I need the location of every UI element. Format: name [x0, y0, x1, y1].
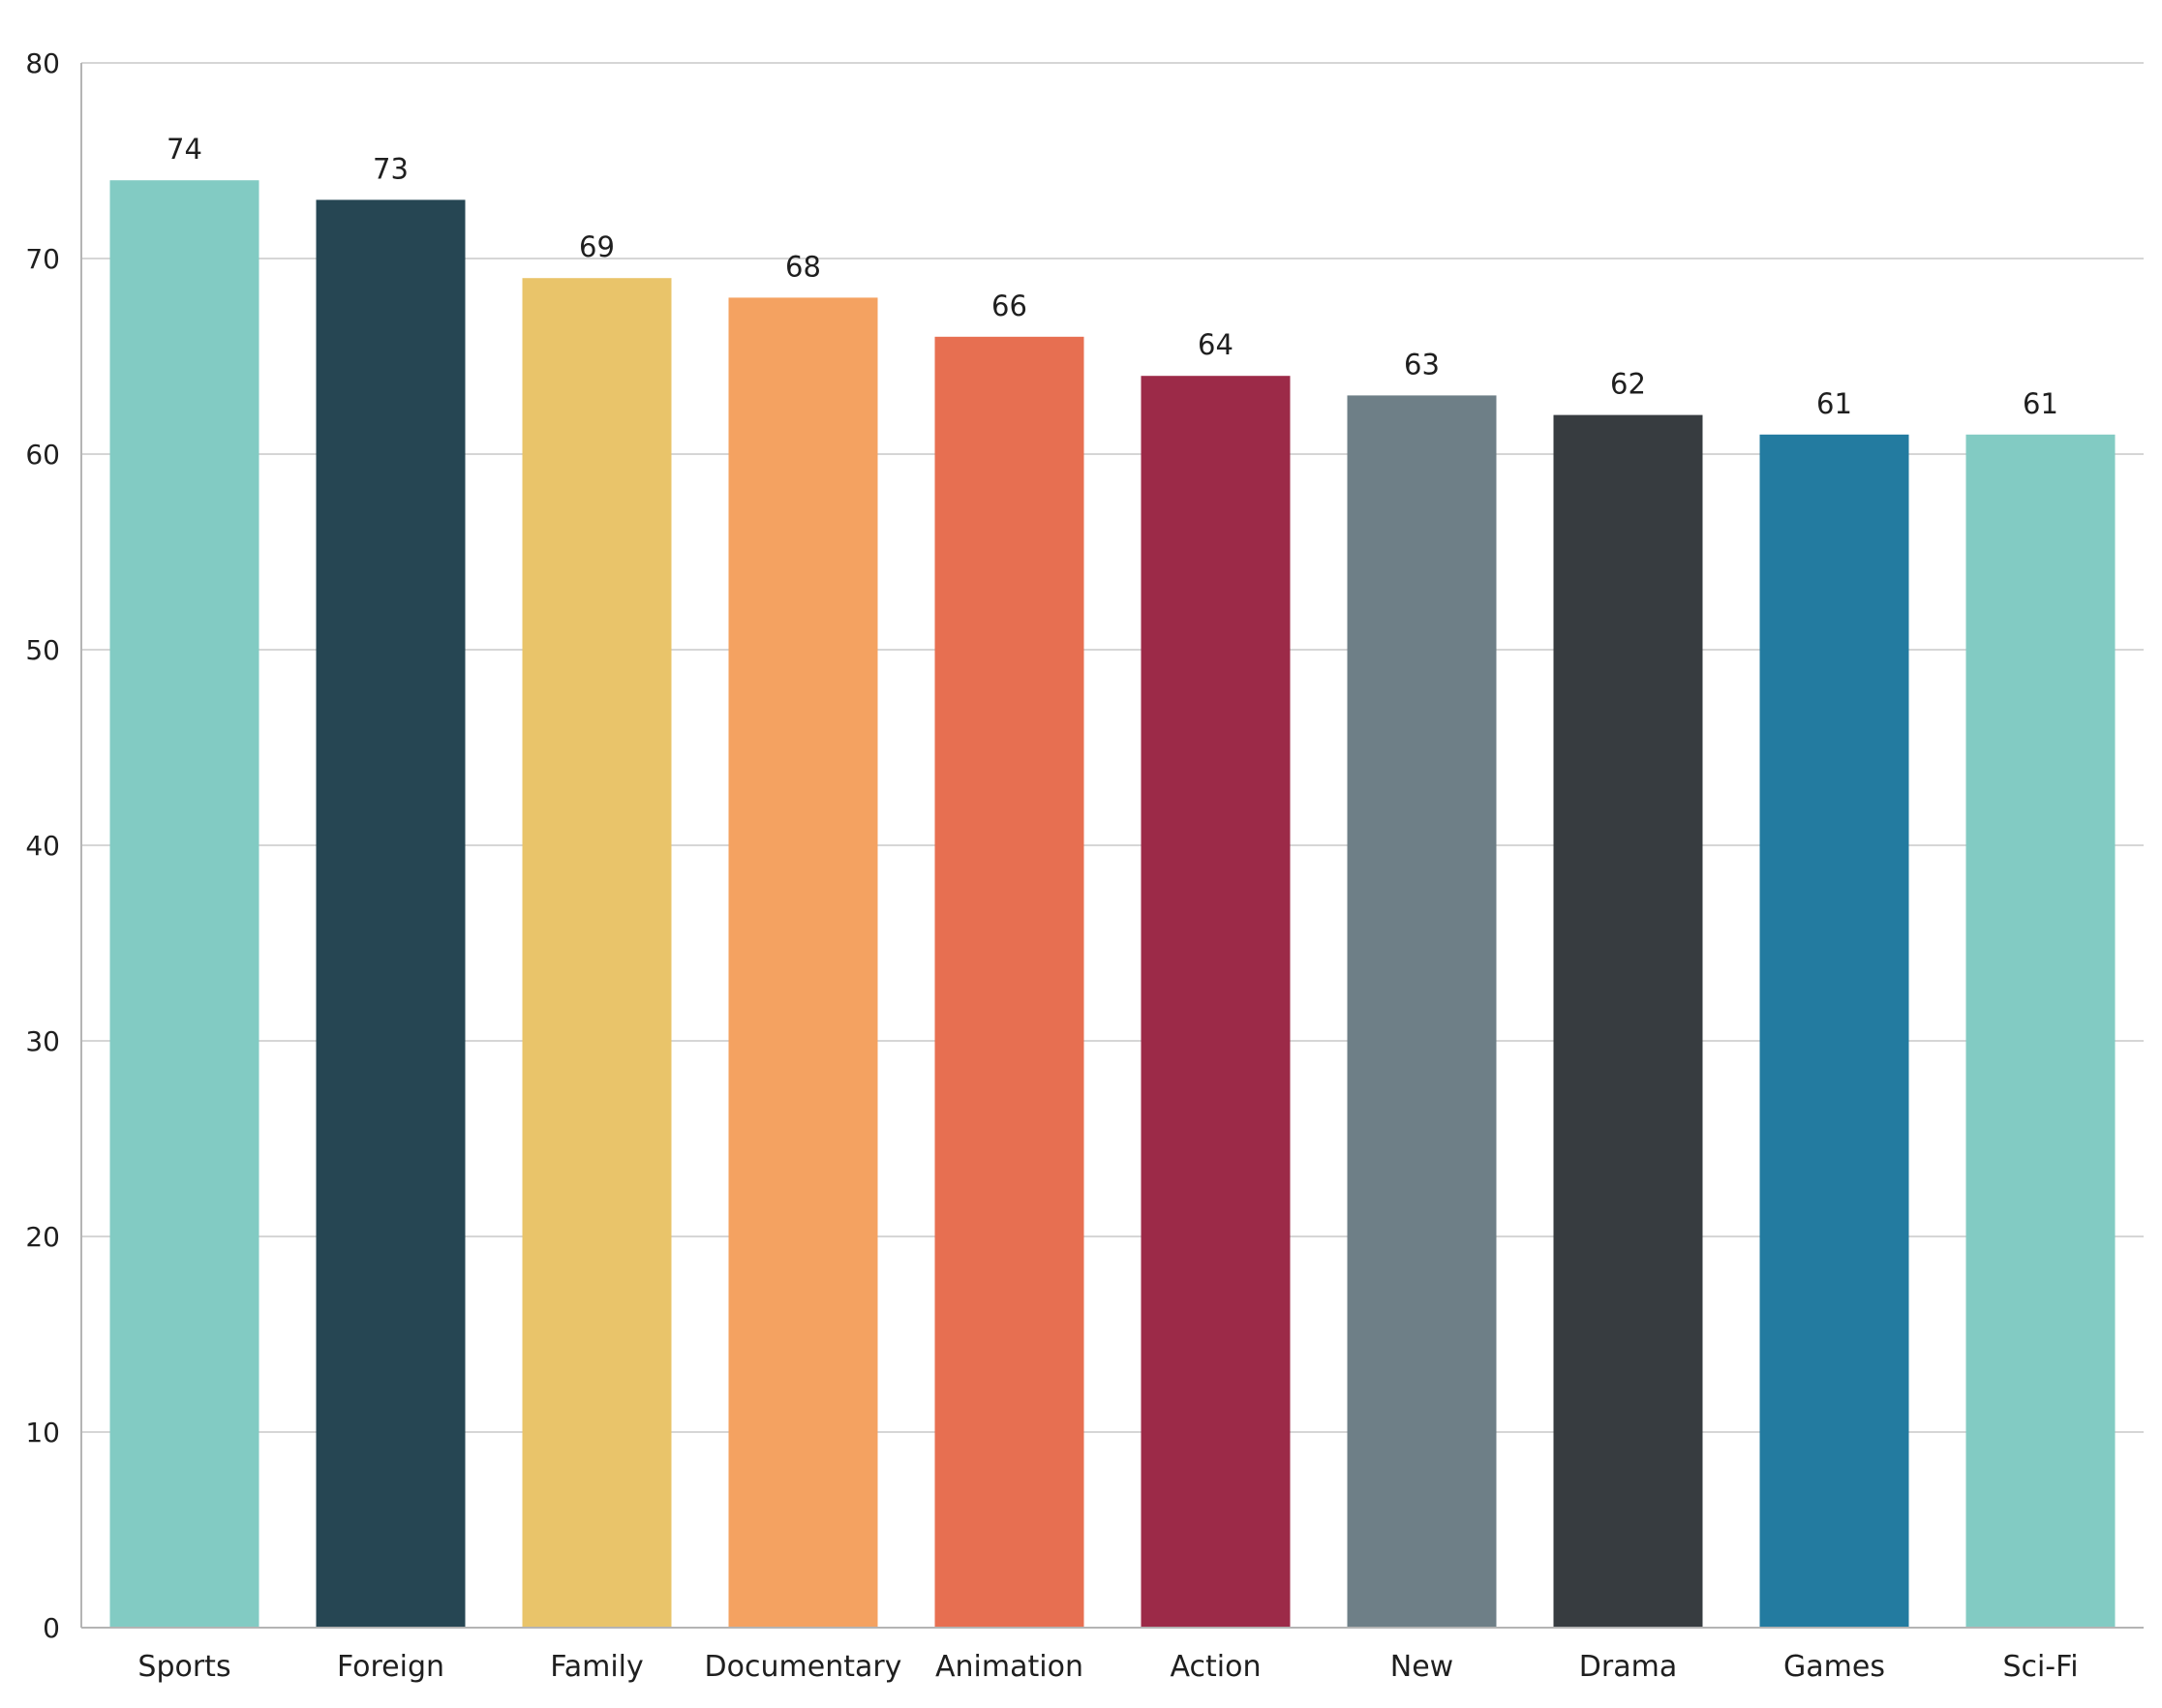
y-tick-label: 30: [25, 1025, 60, 1057]
y-tick-label: 10: [25, 1417, 60, 1449]
bar-sports: [109, 180, 259, 1629]
bar-action: [1141, 376, 1291, 1629]
y-tick-label: 60: [25, 439, 60, 471]
x-axis-ticks: Sports Foreign Family Documentary Animation A…: [137, 1650, 2078, 1684]
x-tick-label: Foreign: [337, 1650, 444, 1684]
x-tick-label: New: [1390, 1650, 1453, 1684]
bar-sci-fi: [1965, 434, 2116, 1628]
data-label: 61: [1816, 387, 1852, 420]
y-tick-label: 80: [25, 47, 60, 79]
data-label: 66: [991, 290, 1027, 322]
x-tick-label: Games: [1783, 1650, 1885, 1684]
x-tick-label: Animation: [935, 1650, 1083, 1684]
data-label: 74: [167, 133, 202, 166]
bar-family: [522, 278, 672, 1629]
y-tick-label: 0: [43, 1612, 60, 1644]
bar-games: [1759, 434, 1909, 1628]
axes: [80, 63, 2144, 1629]
x-tick-label: Documentary: [705, 1650, 902, 1684]
data-label: 63: [1404, 348, 1440, 381]
y-tick-label: 40: [25, 830, 60, 862]
data-label: 68: [785, 250, 821, 283]
bars: [109, 180, 2116, 1629]
bar-animation: [934, 336, 1084, 1628]
bar-new: [1347, 395, 1497, 1628]
data-labels: 74 73 69 68 66 64 63 62 61 61: [167, 133, 2058, 420]
x-tick-label: Sci-Fi: [2002, 1650, 2078, 1684]
y-axis-ticks: 0 10 20 30 40 50 60 70 80: [25, 47, 60, 1644]
y-tick-label: 50: [25, 634, 60, 666]
x-tick-label: Sports: [137, 1650, 230, 1684]
data-label: 73: [373, 152, 409, 185]
data-label: 64: [1198, 328, 1233, 361]
x-tick-label: Family: [550, 1650, 644, 1684]
data-label: 62: [1610, 368, 1646, 401]
data-label: 69: [579, 230, 615, 263]
data-label: 61: [2023, 387, 2058, 420]
y-tick-label: 20: [25, 1221, 60, 1253]
x-tick-label: Drama: [1579, 1650, 1677, 1684]
y-tick-label: 70: [25, 243, 60, 275]
bar-drama: [1553, 414, 1703, 1629]
bar-foreign: [316, 199, 466, 1628]
bar-documentary: [728, 297, 878, 1628]
x-tick-label: Action: [1171, 1650, 1262, 1684]
